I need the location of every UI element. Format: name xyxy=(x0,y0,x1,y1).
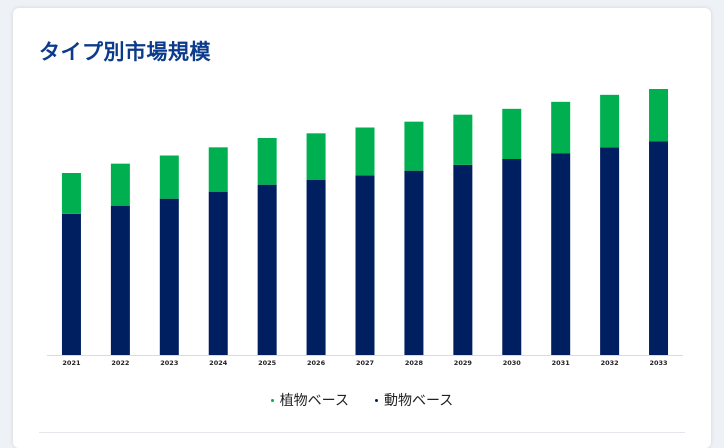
legend-marker-animal xyxy=(375,398,378,402)
chart-title: タイプ別市場規模 xyxy=(39,40,211,64)
legend-label-plant: 植物ベース xyxy=(279,393,349,409)
bar-chart: 2021 2022 2023 2024 2025 2026 2027 2028 2029 2030… xyxy=(47,89,683,367)
divider xyxy=(39,432,685,433)
bar-plant-2026[interactable] xyxy=(306,133,326,180)
bar-plant-2021[interactable] xyxy=(61,173,81,214)
legend-item-plant[interactable]: 植物ベース xyxy=(270,390,349,410)
bar-plant-2024[interactable] xyxy=(208,147,228,192)
bar-animal-2031[interactable] xyxy=(551,153,571,355)
x-tick-label: 2030 xyxy=(503,359,522,367)
x-tick-label: 2033 xyxy=(649,359,667,367)
bar-animal-2029[interactable] xyxy=(453,164,473,355)
bar-plant-2022[interactable] xyxy=(110,163,130,206)
x-tick-label: 2029 xyxy=(454,359,473,367)
x-tick-label: 2032 xyxy=(601,359,619,367)
legend: 植物ベース 動物ベース xyxy=(13,390,711,410)
bar-animal-2027[interactable] xyxy=(355,175,375,355)
x-tick-label: 2025 xyxy=(258,359,277,367)
bar-plant-2023[interactable] xyxy=(159,155,179,199)
bar-animal-2033[interactable] xyxy=(649,141,669,356)
bar-animal-2030[interactable] xyxy=(502,159,522,355)
legend-marker-plant xyxy=(270,398,274,402)
x-tick-label: 2026 xyxy=(307,359,326,367)
bar-animal-2023[interactable] xyxy=(159,198,179,355)
x-tick-label: 2027 xyxy=(356,359,374,367)
x-tick-label: 2021 xyxy=(62,359,81,367)
bar-animal-2028[interactable] xyxy=(404,170,424,355)
bar-animal-2025[interactable] xyxy=(257,184,277,355)
x-tick-label: 2031 xyxy=(552,359,571,367)
bar-plant-2025[interactable] xyxy=(257,138,277,185)
bar-animal-2022[interactable] xyxy=(110,205,130,355)
x-tick-label: 2024 xyxy=(209,359,228,367)
x-tick-label: 2022 xyxy=(111,359,129,367)
x-tick-label: 2028 xyxy=(405,359,424,367)
bar-plant-2032[interactable] xyxy=(600,94,620,148)
bar-plant-2031[interactable] xyxy=(551,101,571,154)
x-tick-label: 2023 xyxy=(160,359,178,367)
chart-card: タイプ別市場規模 2021 2022 2023 2024 2025 2026 2027 202… xyxy=(13,8,711,448)
bar-plant-2029[interactable] xyxy=(453,114,473,165)
legend-item-animal[interactable]: 動物ベース xyxy=(375,390,453,410)
bar-animal-2026[interactable] xyxy=(306,180,326,355)
bar-animal-2021[interactable] xyxy=(61,213,81,355)
bar-plant-2033[interactable] xyxy=(649,89,669,142)
bar-animal-2024[interactable] xyxy=(208,191,228,355)
bar-plant-2027[interactable] xyxy=(355,127,375,176)
bar-plant-2030[interactable] xyxy=(502,108,522,159)
legend-label-animal: 動物ベース xyxy=(384,393,454,409)
bar-plant-2028[interactable] xyxy=(404,121,424,171)
bar-animal-2032[interactable] xyxy=(600,147,620,355)
